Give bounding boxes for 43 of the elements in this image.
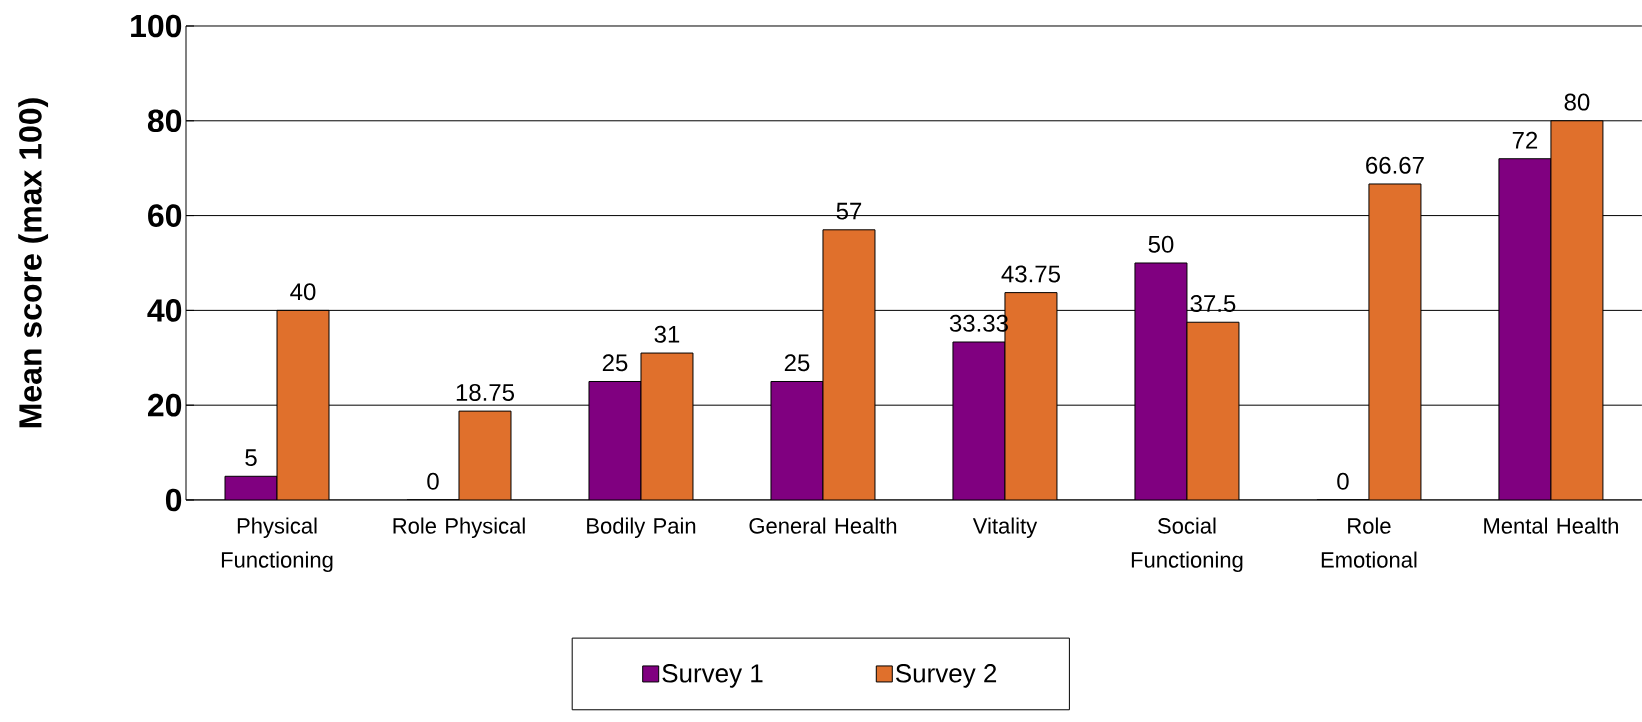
bar: [1550, 120, 1604, 500]
y-tick-label: 80: [147, 109, 182, 133]
data-label: 0: [1337, 472, 1349, 490]
y-axis-title: Mean score (max 100): [18, 98, 49, 428]
x-tick-label: Social Functioning: [1131, 517, 1243, 573]
x-tick-label: Bodily Pain: [587, 517, 696, 539]
data-label: 37.5: [1190, 295, 1236, 313]
legend-label: Survey 2: [895, 664, 997, 688]
x-tick-label: Vitality: [972, 517, 1038, 539]
bar: [1134, 262, 1188, 500]
data-label: 31: [654, 325, 680, 343]
data-label: 25: [784, 354, 810, 372]
bar: [640, 352, 694, 500]
bar: [1186, 321, 1240, 500]
data-label: 43.75: [1001, 265, 1060, 283]
data-label: 0: [427, 472, 439, 490]
bar: [588, 380, 642, 500]
data-label: 5: [245, 449, 257, 467]
y-tick-label: 60: [148, 204, 182, 227]
bar: [276, 309, 330, 500]
data-label: 72: [1512, 131, 1538, 149]
x-tick-label: Role Emotional: [1321, 517, 1417, 568]
data-label: 25: [602, 354, 628, 372]
y-tick-label: 40: [147, 299, 182, 322]
x-tick-label: Mental Health: [1484, 517, 1618, 534]
y-tick-label: 20: [148, 393, 182, 417]
bar: [458, 410, 512, 500]
x-tick-label: Physical Functioning: [221, 517, 333, 573]
data-label: 40: [290, 283, 316, 301]
data-label: 18.75: [456, 383, 515, 401]
bar: [1498, 158, 1552, 500]
y-tick-label: 100: [131, 14, 182, 38]
data-label: 50: [1148, 235, 1174, 253]
x-tick-label: General Health: [749, 517, 897, 534]
bar: [1368, 183, 1422, 500]
data-label: 66.67: [1366, 156, 1424, 174]
data-label: 80: [1564, 93, 1590, 111]
bar: [770, 380, 824, 500]
bar: [952, 341, 1006, 500]
bar: [822, 229, 876, 500]
x-tick-label: Role Physical: [393, 517, 525, 539]
legend-label: Survey 1: [662, 664, 763, 688]
y-tick-label: 0: [165, 488, 182, 512]
